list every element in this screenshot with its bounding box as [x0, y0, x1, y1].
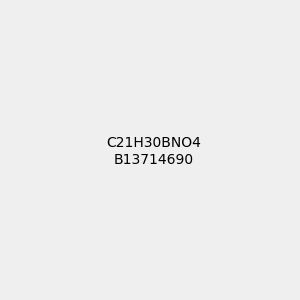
Text: C21H30BNO4
B13714690: C21H30BNO4 B13714690: [106, 136, 201, 166]
